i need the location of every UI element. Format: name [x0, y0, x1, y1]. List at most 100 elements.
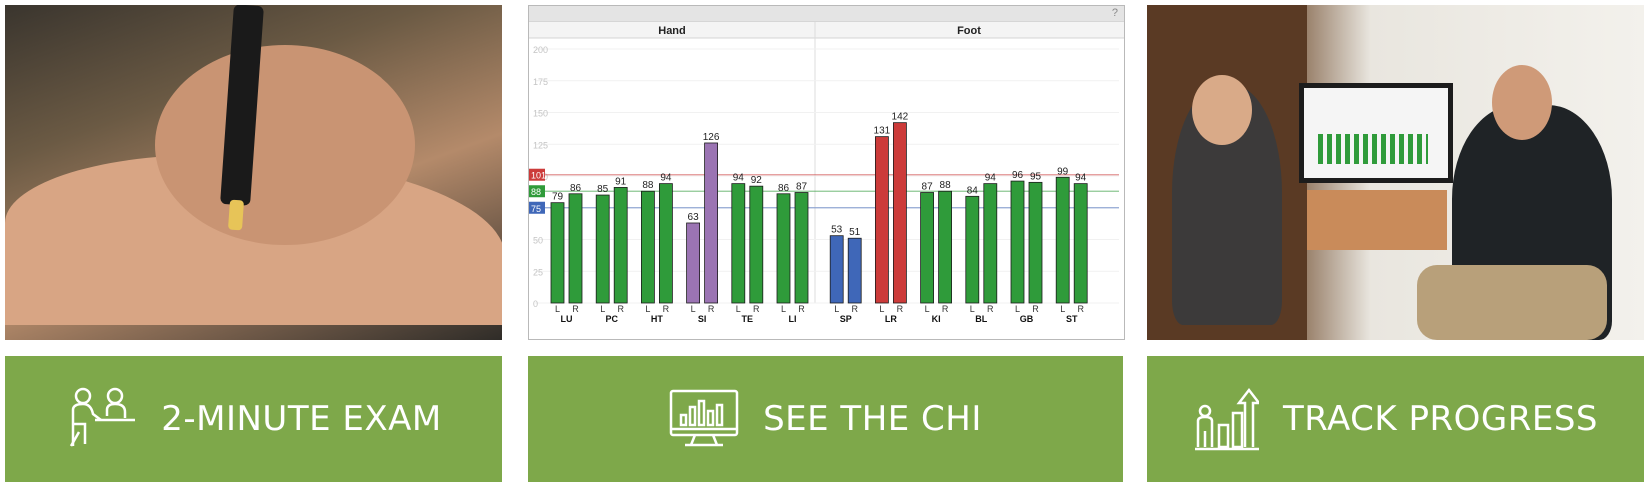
- desk: [1307, 190, 1447, 250]
- bar: [829, 235, 844, 304]
- bar: [965, 195, 980, 304]
- reference-label: 88: [531, 187, 541, 197]
- reference-label: 75: [531, 204, 541, 214]
- category-label: HT: [651, 314, 663, 324]
- reference-badge: [529, 185, 545, 198]
- side-label: R: [897, 304, 904, 314]
- exam-icon: [70, 387, 136, 447]
- bar-value-label: 86: [570, 183, 582, 194]
- side-label: L: [781, 304, 786, 314]
- see-the-chi-button[interactable]: SEE THE CHI: [528, 356, 1123, 482]
- bar: [794, 192, 809, 304]
- monitor: [1299, 83, 1453, 183]
- category-label: LU: [561, 314, 573, 324]
- reference-badge: [529, 201, 545, 214]
- bar: [613, 187, 628, 304]
- side-label: L: [555, 304, 560, 314]
- side-label: R: [987, 304, 994, 314]
- group-label: Hand: [658, 25, 686, 37]
- category-label: LI: [789, 314, 797, 324]
- category-label: SI: [698, 314, 707, 324]
- bar-value-label: 91: [615, 176, 627, 187]
- hand-test-photo: [5, 5, 502, 340]
- side-label: L: [1060, 304, 1065, 314]
- bar: [704, 142, 719, 304]
- bar-value-label: 131: [874, 126, 891, 137]
- bar-value-label: 79: [552, 192, 564, 203]
- group-header-bar: [529, 22, 1124, 38]
- chart-top-bar: [529, 6, 1124, 22]
- bar-value-label: 95: [1030, 171, 1042, 182]
- bar-value-label: 88: [642, 180, 654, 191]
- bar: [892, 122, 907, 304]
- side-label: L: [736, 304, 741, 314]
- bar-value-label: 94: [1075, 173, 1087, 184]
- category-label: GB: [1020, 314, 1034, 324]
- bar-value-label: 53: [831, 225, 843, 236]
- side-label: R: [798, 304, 805, 314]
- bar: [1010, 180, 1025, 304]
- y-tick-label: 150: [533, 109, 548, 119]
- category-label: SP: [840, 314, 852, 324]
- monitor-chart-icon: [669, 389, 739, 447]
- side-label: R: [851, 304, 858, 314]
- man-face: [1492, 65, 1552, 140]
- see-the-chi-label: SEE THE CHI: [763, 399, 982, 439]
- two-minute-exam-label: 2-MINUTE EXAM: [161, 399, 442, 439]
- bar: [874, 136, 889, 304]
- help-icon[interactable]: ?: [1111, 7, 1118, 19]
- side-label: R: [617, 304, 624, 314]
- side-label: L: [600, 304, 605, 314]
- progress-arrow-icon: [1194, 387, 1259, 451]
- bar-value-label: 88: [940, 180, 952, 191]
- bar: [731, 183, 746, 304]
- side-label: L: [834, 304, 839, 314]
- bar-value-label: 63: [688, 212, 700, 223]
- bar: [595, 194, 610, 304]
- track-progress-button[interactable]: TRACK PROGRESS: [1147, 356, 1644, 482]
- y-tick-label: 0: [533, 299, 538, 309]
- bar: [686, 222, 701, 304]
- bar-value-label: 94: [660, 173, 672, 184]
- bar: [550, 202, 565, 304]
- bar-value-label: 96: [1012, 170, 1024, 181]
- bar-value-label: 92: [751, 175, 763, 186]
- probe-tip: [227, 199, 245, 231]
- chi-bar-chart: HandFoot0255075100125150175200101887579L…: [528, 5, 1125, 340]
- bar: [776, 193, 791, 304]
- side-label: R: [753, 304, 760, 314]
- bar: [1073, 183, 1088, 304]
- side-label: L: [645, 304, 650, 314]
- bar-value-label: 85: [597, 184, 609, 195]
- bar-value-label: 87: [922, 182, 934, 193]
- consultation-photo: [1147, 5, 1644, 340]
- track-progress-label: TRACK PROGRESS: [1282, 399, 1599, 439]
- bar-value-label: 94: [985, 173, 997, 184]
- reference-badge: [529, 168, 545, 181]
- group-label: Foot: [957, 25, 981, 37]
- category-label: PC: [605, 314, 618, 324]
- bar: [658, 183, 673, 304]
- side-label: R: [708, 304, 715, 314]
- bar-value-label: 87: [796, 182, 808, 193]
- fingers-shape: [155, 45, 415, 245]
- category-label: ST: [1066, 314, 1078, 324]
- y-tick-label: 50: [533, 236, 543, 246]
- side-label: L: [970, 304, 975, 314]
- side-label: R: [1032, 304, 1039, 314]
- bar: [1028, 181, 1043, 304]
- two-minute-exam-button[interactable]: 2-MINUTE EXAM: [5, 356, 502, 482]
- monitor-bars: [1318, 134, 1428, 164]
- side-label: R: [572, 304, 579, 314]
- y-tick-label: 200: [533, 45, 548, 55]
- side-label: L: [691, 304, 696, 314]
- category-label: BL: [975, 314, 987, 324]
- side-label: R: [1077, 304, 1084, 314]
- bar-value-label: 99: [1057, 166, 1069, 177]
- side-label: L: [1015, 304, 1020, 314]
- bar-value-label: 94: [733, 173, 745, 184]
- bar: [749, 185, 764, 304]
- side-label: L: [925, 304, 930, 314]
- side-label: R: [942, 304, 949, 314]
- y-tick-label: 175: [533, 77, 548, 87]
